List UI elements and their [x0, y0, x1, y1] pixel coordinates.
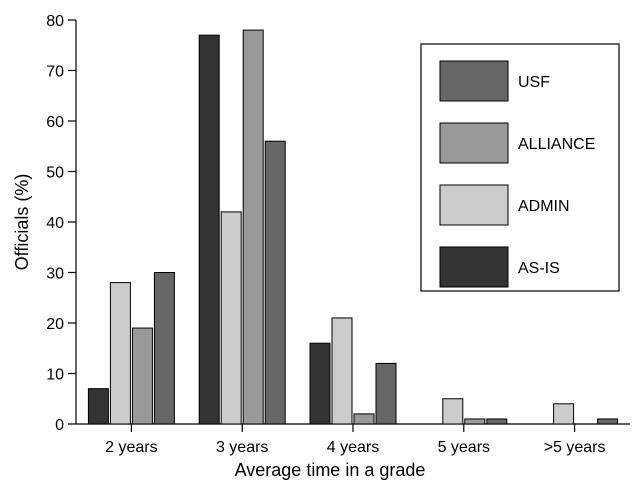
plot-area: 0 10 20 30 40 50 60 70 80 2 years 3 years 4 years 5… — [46, 13, 630, 456]
bar-as-is-3 — [309, 342, 331, 425]
y-tick-label: 40 — [46, 215, 64, 232]
bar-usf-5 — [597, 418, 619, 425]
y-tick-label: 60 — [46, 114, 64, 131]
legend-label-usf: USF — [518, 74, 550, 91]
y-axis-ticks: 0 10 20 30 40 50 60 70 80 — [46, 13, 76, 434]
bars — [87, 29, 619, 425]
legend-label-as-is: AS-IS — [518, 260, 560, 277]
bar-alliance-1 — [131, 327, 153, 425]
x-tick-label: 3 years — [216, 439, 268, 456]
y-tick-label: 50 — [46, 165, 64, 182]
legend-swatch-alliance — [439, 122, 509, 164]
bar-as-is-1 — [87, 388, 109, 425]
bar-usf-1 — [153, 272, 175, 425]
bar-alliance-4 — [464, 418, 486, 425]
y-tick-label: 70 — [46, 64, 64, 81]
legend-swatch-admin — [439, 184, 509, 226]
x-tick-label: >5 years — [544, 439, 606, 456]
legend: USF ALLIANCE ADMIN AS-IS — [420, 43, 620, 292]
y-tick-label: 20 — [46, 316, 64, 333]
x-axis-title: Average time in a grade — [235, 460, 426, 480]
bar-as-is-2 — [198, 34, 220, 425]
legend-swatch-usf — [439, 60, 509, 102]
y-axis-title: Officials (%) — [12, 174, 32, 271]
bar-usf-2 — [264, 140, 286, 425]
x-axis-ticks: 2 years 3 years 4 years 5 years >5 years — [105, 424, 606, 456]
bar-usf-4 — [486, 418, 508, 425]
bar-admin-5 — [553, 403, 575, 425]
y-tick-label: 0 — [55, 417, 64, 434]
bar-alliance-2 — [242, 29, 264, 425]
y-tick-label: 30 — [46, 266, 64, 283]
x-tick-label: 5 years — [438, 439, 490, 456]
bar-admin-2 — [220, 211, 242, 425]
x-tick-label: 4 years — [327, 439, 379, 456]
bar-usf-3 — [375, 362, 397, 425]
bar-admin-1 — [109, 282, 131, 425]
bar-alliance-3 — [353, 413, 375, 425]
legend-label-admin: ADMIN — [518, 198, 570, 215]
bar-admin-3 — [331, 317, 353, 425]
y-tick-label: 80 — [46, 13, 64, 30]
legend-label-alliance: ALLIANCE — [518, 136, 595, 153]
bar-admin-4 — [442, 398, 464, 425]
legend-swatch-as-is — [439, 246, 509, 288]
x-tick-label: 2 years — [105, 439, 157, 456]
y-tick-label: 10 — [46, 367, 64, 384]
